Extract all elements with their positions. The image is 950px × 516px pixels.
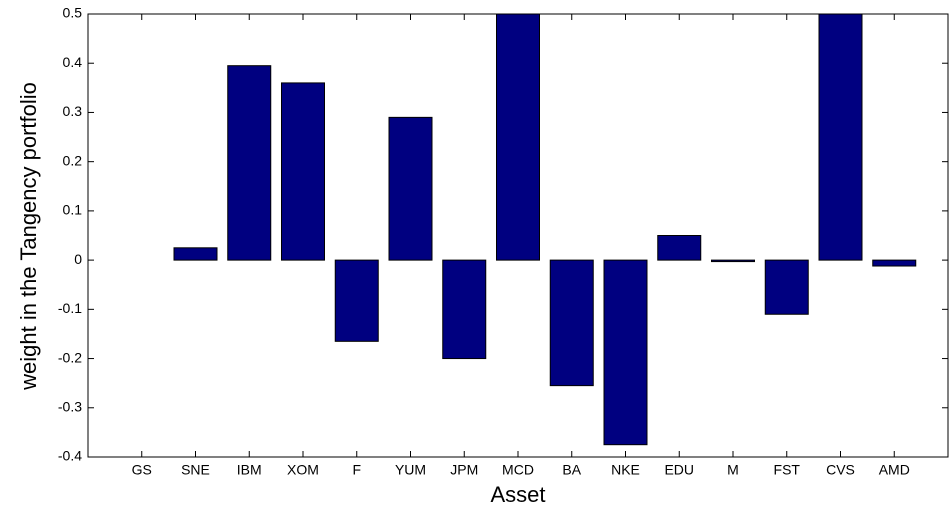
bar — [872, 259, 917, 267]
x-tick-label: FST — [774, 462, 801, 478]
x-tick-label: YUM — [395, 462, 426, 478]
bar — [603, 259, 648, 446]
bar — [657, 235, 702, 261]
x-tick-label: M — [727, 462, 739, 478]
y-tick-label: -0.3 — [58, 398, 82, 414]
x-tick-label: CVS — [826, 462, 855, 478]
plot-frame — [87, 13, 949, 458]
y-tick-label: -0.1 — [58, 300, 82, 316]
bar — [764, 259, 809, 315]
bar — [818, 13, 863, 261]
y-tick-label: 0.3 — [63, 103, 83, 119]
x-tick-label: NKE — [611, 462, 640, 478]
y-tick-label: 0 — [74, 251, 82, 267]
y-tick-label: 0.1 — [63, 202, 83, 218]
y-tick-label: -0.4 — [58, 448, 82, 464]
x-tick-label: EDU — [664, 462, 694, 478]
x-tick-label: GS — [132, 462, 152, 478]
x-tick-label: AMD — [879, 462, 910, 478]
y-tick-label: -0.2 — [58, 349, 82, 365]
y-tick-label: 0.5 — [63, 5, 83, 21]
bar — [711, 259, 755, 263]
bar — [388, 116, 433, 261]
x-tick-label: BA — [562, 462, 581, 478]
y-tick-label: 0.2 — [63, 152, 83, 168]
bar — [496, 13, 540, 261]
y-tick-label: 0.4 — [63, 54, 83, 70]
y-axis-label: weight in the Tangency portfolio — [16, 82, 41, 391]
bar — [227, 65, 272, 261]
bar — [334, 259, 379, 342]
bar — [281, 82, 325, 261]
bar — [173, 247, 218, 261]
x-tick-label: SNE — [181, 462, 210, 478]
bar — [549, 259, 594, 387]
x-axis-label: Asset — [490, 482, 545, 507]
x-tick-label: F — [352, 462, 361, 478]
x-tick-label: MCD — [502, 462, 534, 478]
x-tick-label: XOM — [287, 462, 319, 478]
x-tick-label: JPM — [450, 462, 478, 478]
bar — [442, 259, 487, 360]
x-tick-label: IBM — [237, 462, 262, 478]
